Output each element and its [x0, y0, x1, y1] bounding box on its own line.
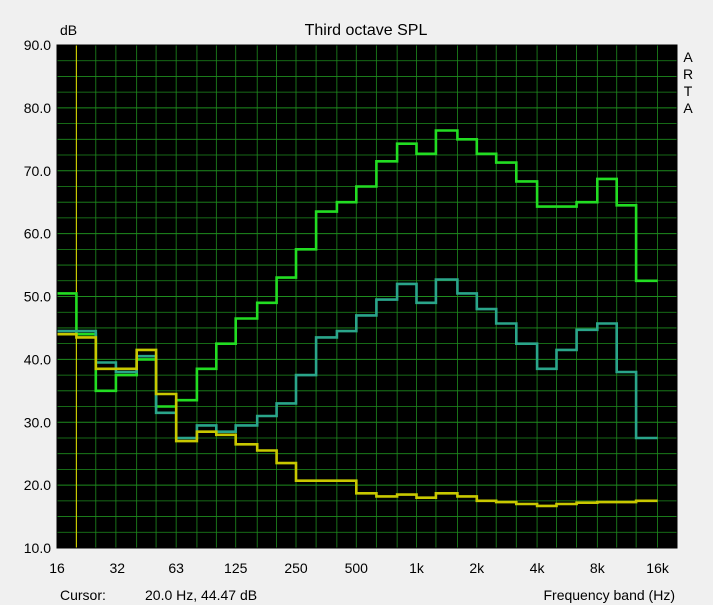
cursor-label: Cursor: [60, 587, 106, 603]
series-layer [57, 129, 658, 508]
chart-title: Third octave SPL [305, 22, 428, 39]
watermark-letter: R [683, 66, 693, 82]
x-tick-label: 16k [646, 560, 670, 576]
y-tick-label: 70.0 [24, 163, 51, 179]
y-tick-label: 40.0 [24, 351, 51, 367]
x-tick-label: 125 [224, 560, 248, 576]
x-tick-label: 2k [469, 560, 485, 576]
series-line-2 [57, 278, 658, 440]
y-tick-label: 30.0 [24, 414, 51, 430]
plot-frame [56, 44, 678, 549]
y-tick-label: 90.0 [24, 37, 51, 53]
x-tick-label: 1k [409, 560, 425, 576]
watermark-letter: A [683, 100, 693, 116]
x-tick-label: 500 [345, 560, 369, 576]
watermark-letter: T [684, 83, 693, 99]
x-tick-label: 250 [284, 560, 308, 576]
y-tick-label: 20.0 [24, 477, 51, 493]
y-tick-label: 50.0 [24, 289, 51, 305]
y-tick-label: 10.0 [24, 540, 51, 556]
x-tick-label: 16 [49, 560, 65, 576]
series-line-3 [57, 332, 658, 508]
y-tick-label: 60.0 [24, 226, 51, 242]
watermark-letter: A [683, 49, 693, 65]
cursor-readout: 20.0 Hz, 44.47 dB [145, 587, 257, 603]
y-axis-label: dB [60, 22, 77, 38]
x-tick-label: 32 [109, 560, 125, 576]
y-tick-label: 80.0 [24, 100, 51, 116]
x-tick-label: 63 [168, 560, 184, 576]
x-tick-label: 8k [590, 560, 606, 576]
y-tick-labels: 10.0 20.0 30.0 40.0 50.0 60.0 70.0 80.0 90.0 [24, 37, 51, 556]
x-axis-label: Frequency band (Hz) [543, 587, 675, 603]
x-tick-labels: 16 32 63 125 250 500 1k 2k 4k 8k 16k [49, 560, 670, 576]
x-tick-label: 4k [530, 560, 546, 576]
